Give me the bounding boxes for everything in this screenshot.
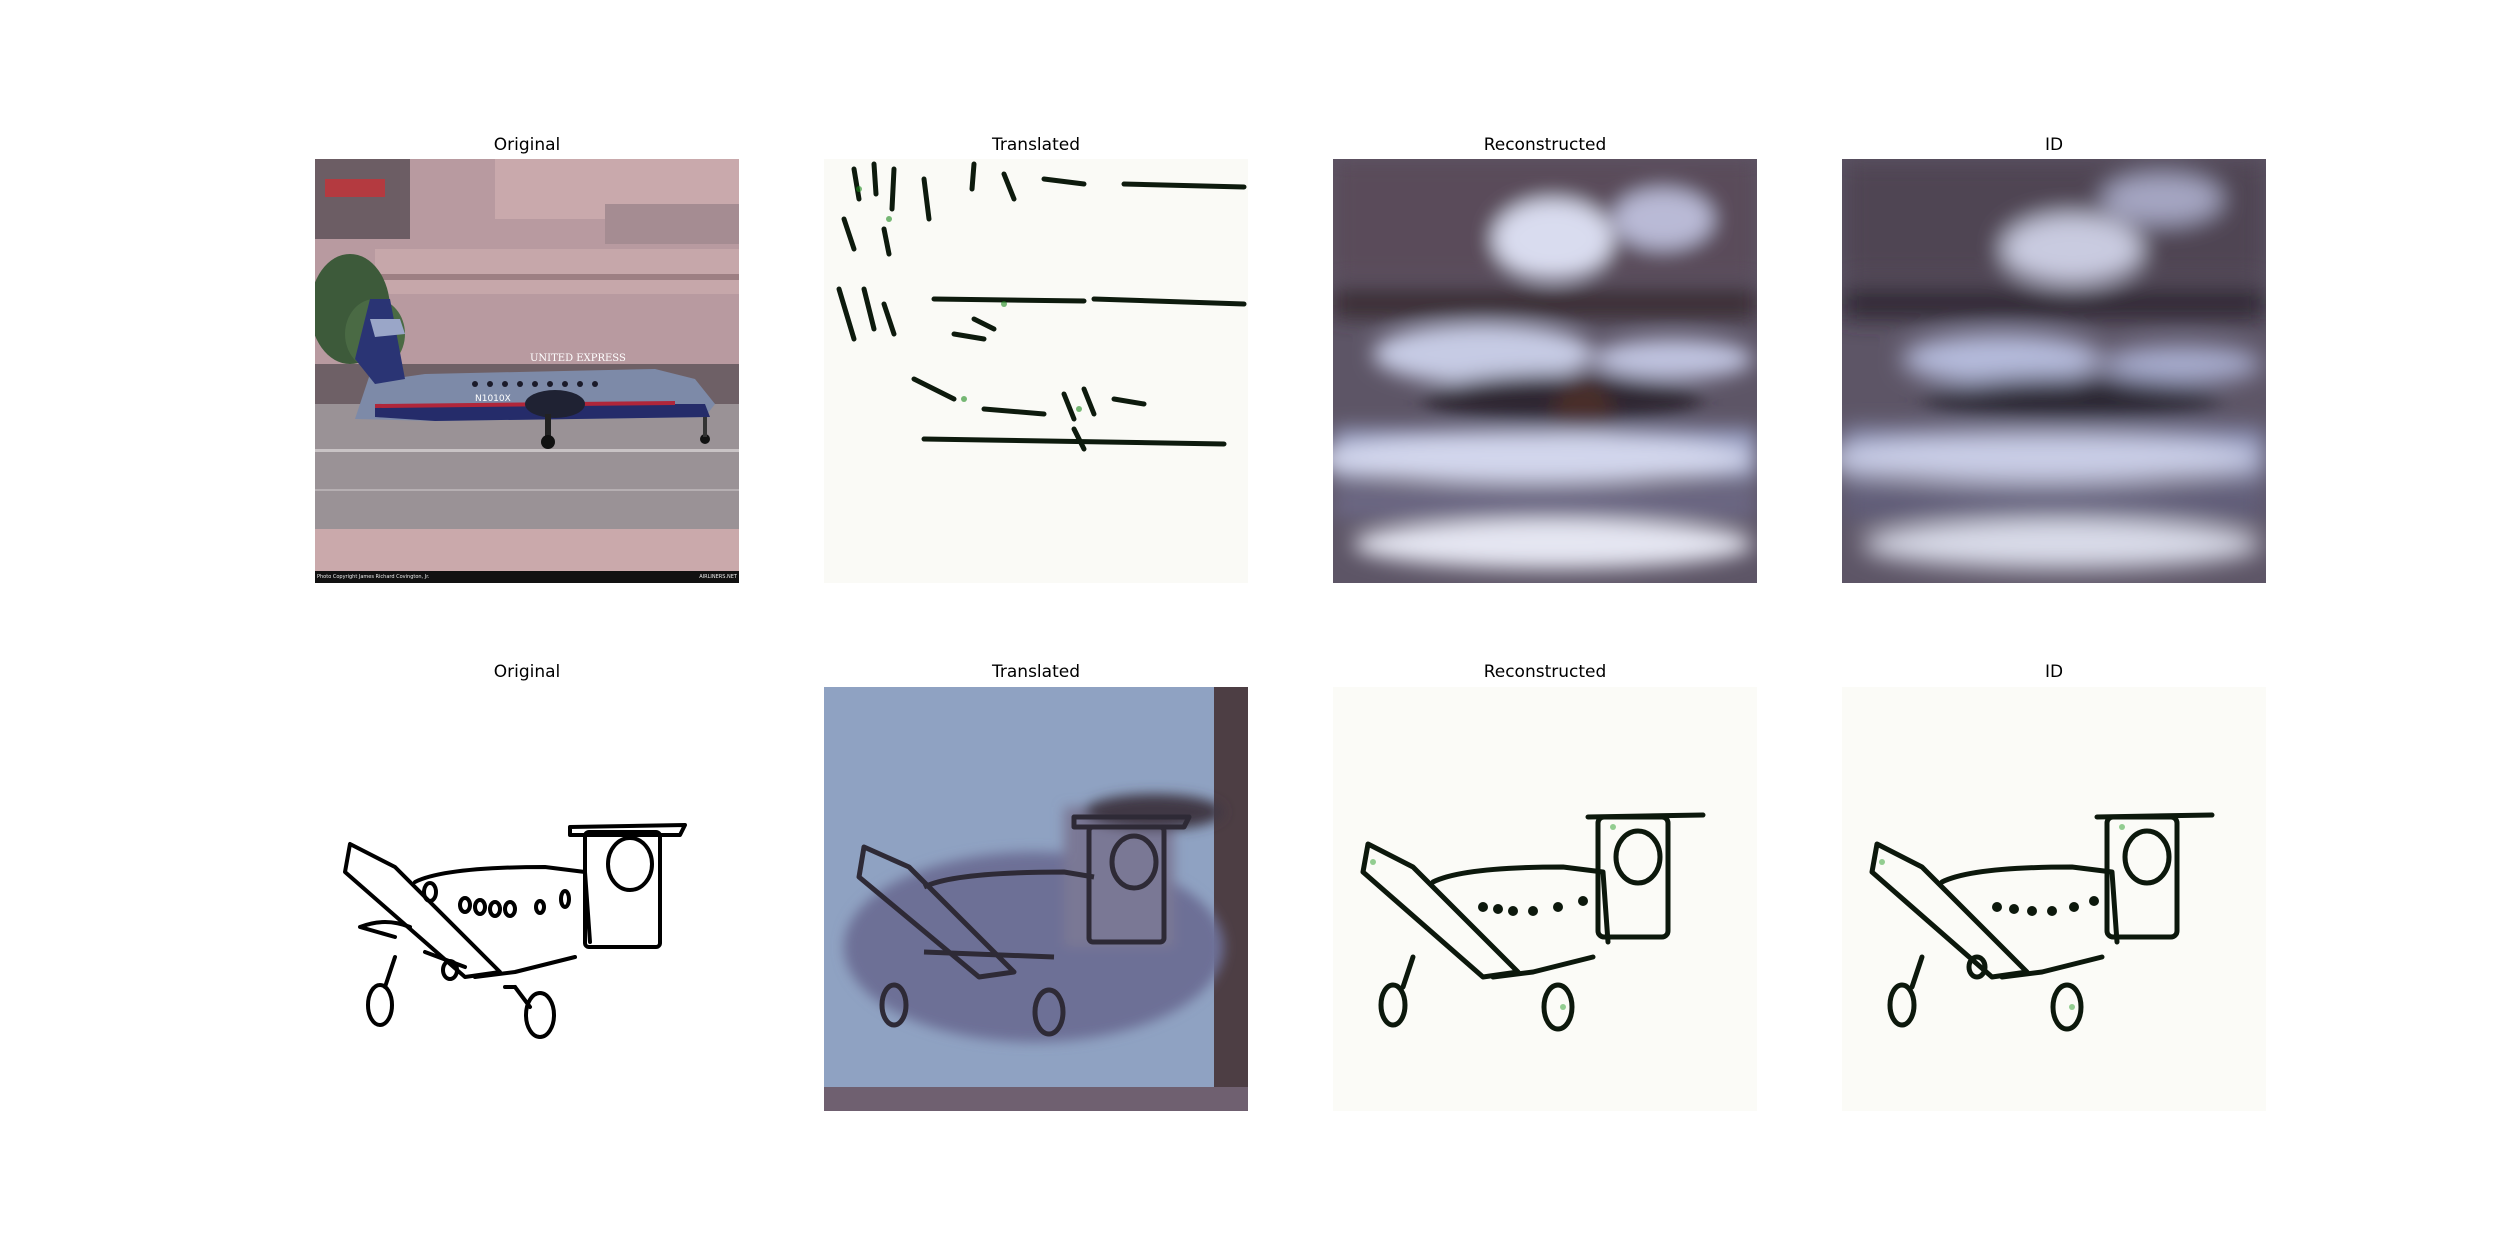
registration-text: N1010X (475, 394, 511, 404)
id-photo-panel (1842, 159, 2266, 583)
original-sketch-panel (315, 687, 739, 1111)
panel-title-original-row1: Original (493, 135, 561, 155)
airplane-sketch-image (315, 687, 739, 1111)
translated-sketch-panel (824, 159, 1248, 583)
tail-livery-text: UNITED EXPRESS (530, 353, 626, 364)
translated-photo-panel (824, 687, 1248, 1111)
translated-sketch-image (824, 159, 1248, 583)
id-photo-image (1842, 159, 2266, 583)
reconstructed-sketch-panel (1333, 687, 1757, 1111)
panel-title-id-row1: ID (2044, 135, 2064, 155)
panel-title-id-row2: ID (2044, 662, 2064, 682)
panel-title-translated-row2: Translated (992, 662, 1080, 682)
panel-title-translated-row1: Translated (992, 135, 1080, 155)
photo-watermark-text: AIRLINERS.NET (699, 574, 737, 580)
id-sketch-panel (1842, 687, 2266, 1111)
panel-title-reconstructed-row1: Reconstructed (1483, 135, 1607, 155)
reconstructed-photo-image (1333, 159, 1757, 583)
translated-photo-image (824, 687, 1248, 1111)
panel-title-reconstructed-row2: Reconstructed (1483, 662, 1607, 682)
airplane-photo-image: UNITED EXPRESS N1010X (315, 159, 739, 583)
id-sketch-image (1842, 687, 2266, 1111)
reconstructed-photo-panel (1333, 159, 1757, 583)
reconstructed-sketch-image (1333, 687, 1757, 1111)
original-photo-panel: UNITED EXPRESS N1010X Photo Copyright Ja… (315, 159, 739, 583)
photo-credit-text: Photo Copyright James Richard Covington,… (317, 574, 430, 580)
panel-title-original-row2: Original (493, 662, 561, 682)
